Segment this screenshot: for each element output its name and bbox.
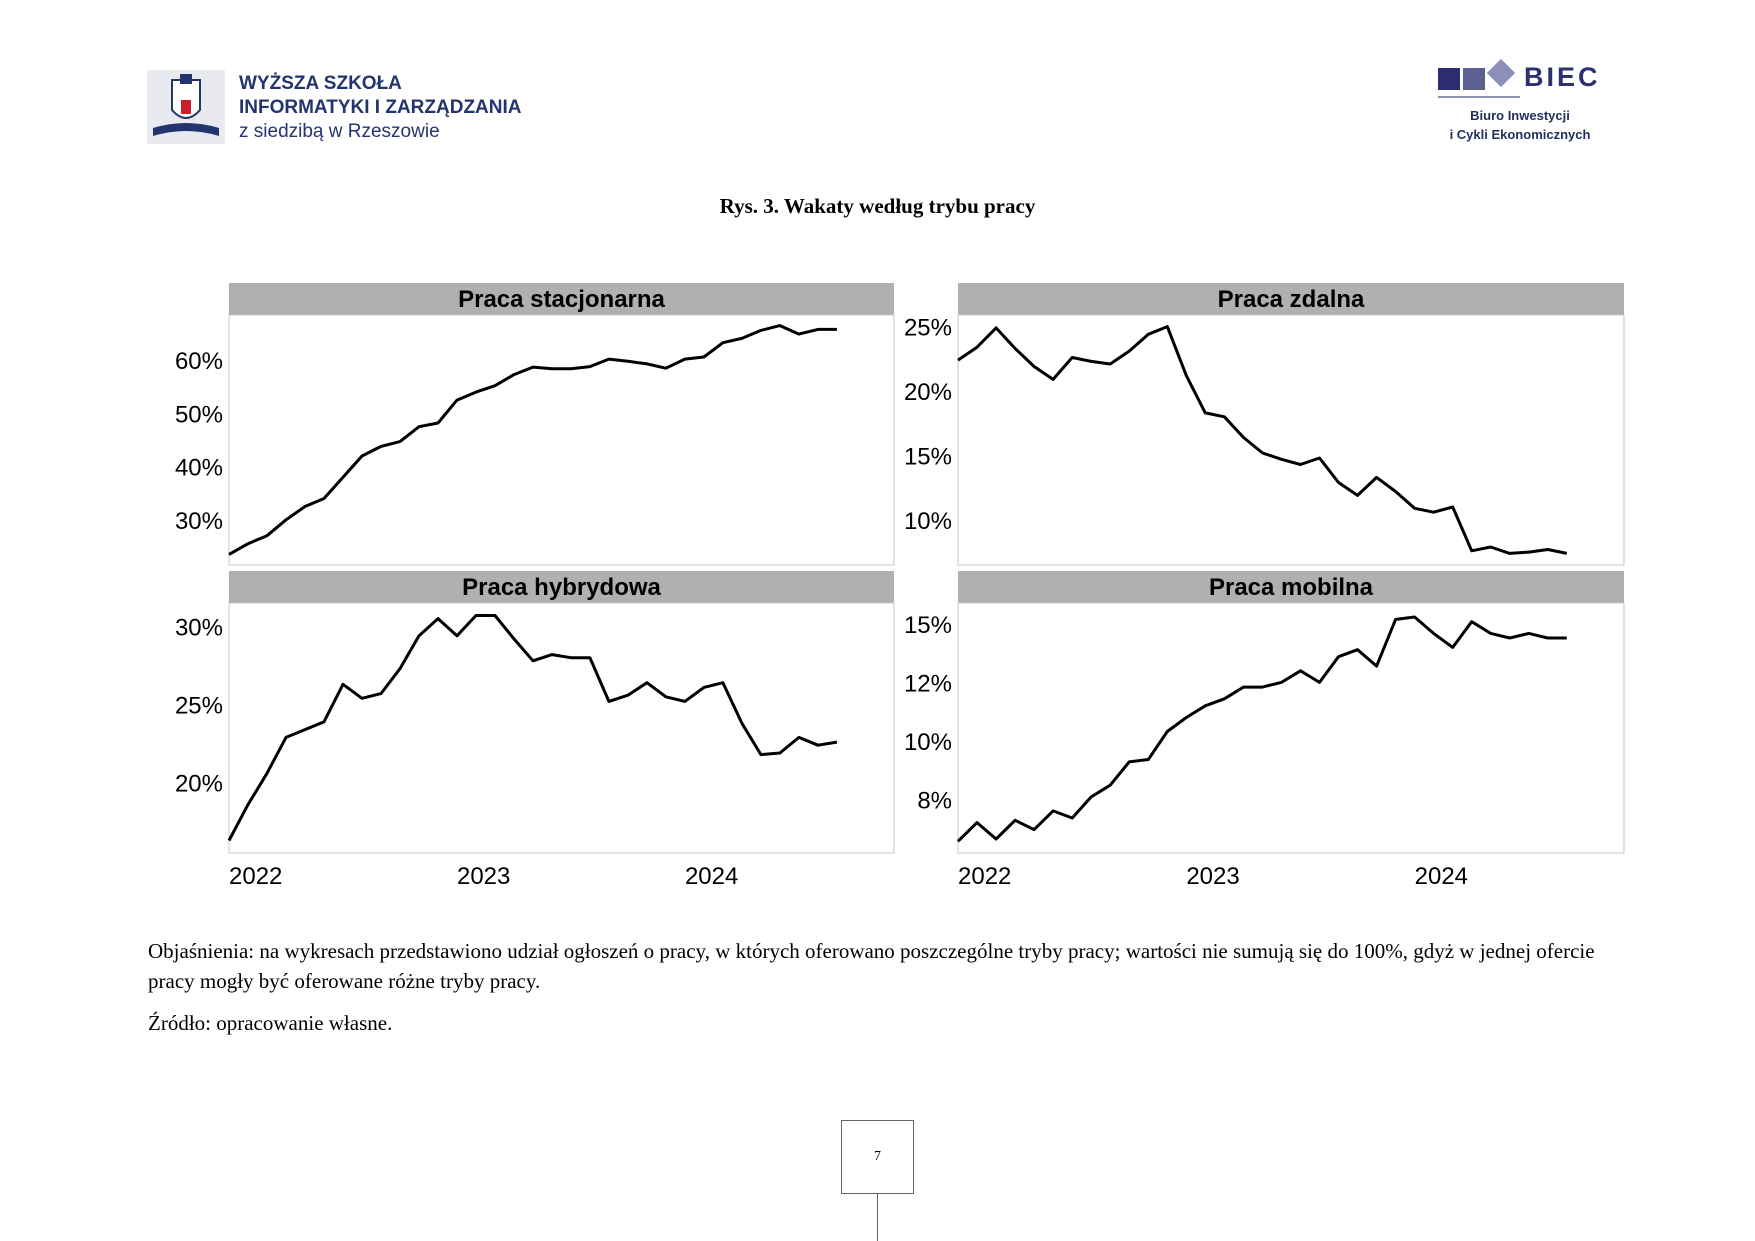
source-note: Źródło: opracowanie własne. bbox=[148, 1011, 393, 1035]
series-line-praca-hybrydowa bbox=[227, 614, 838, 842]
series-line-praca-stacjonarna bbox=[228, 324, 837, 556]
panel-praca-mobilna: Praca mobilna 8% 10% 12% 15% 2022 2023 2024 bbox=[904, 571, 1625, 890]
plot-frame-praca-mobilna bbox=[957, 602, 1625, 854]
y-tick-label: 30% bbox=[175, 614, 223, 641]
panel-title-praca-zdalna: Praca zdalna bbox=[1218, 286, 1365, 313]
panel-header-praca-stacjonarna bbox=[229, 283, 894, 315]
y-tick-label: 60% bbox=[175, 348, 223, 375]
biec-logo: BIEC Biuro Inwestycji i Cykli Ekonomiczn… bbox=[1420, 58, 1620, 148]
page-number-line bbox=[877, 1193, 878, 1241]
y-tick-label: 15% bbox=[904, 443, 952, 470]
x-tick-label: 2023 bbox=[1186, 863, 1239, 890]
y-tick-label: 8% bbox=[917, 787, 952, 814]
y-tick-label: 15% bbox=[904, 612, 952, 639]
panel-header-praca-mobilna bbox=[958, 571, 1624, 603]
series-line-praca-zdalna bbox=[957, 325, 1568, 555]
plot-frame-praca-zdalna bbox=[957, 314, 1625, 566]
plot-frame-praca-stacjonarna bbox=[228, 314, 895, 566]
panel-title-praca-hybrydowa: Praca hybrydowa bbox=[462, 574, 661, 601]
y-tick-label: 20% bbox=[904, 379, 952, 406]
plot-frame-praca-hybrydowa bbox=[228, 602, 895, 854]
university-logo: WYŻSZA SZKOŁA INFORMATYKI I ZARZĄDZANIA … bbox=[147, 70, 537, 144]
explanation-note: Objaśnienia: na wykresach przedstawiono … bbox=[148, 939, 1595, 993]
series-line-praca-mobilna bbox=[956, 615, 1567, 843]
biec-squares-icon bbox=[1438, 58, 1520, 98]
panel-praca-zdalna: Praca zdalna 10% 15% 20% 25% bbox=[904, 283, 1625, 566]
y-tick-label: 10% bbox=[904, 729, 952, 756]
y-tick-label: 10% bbox=[904, 508, 952, 535]
page-number: 7 bbox=[841, 1120, 914, 1194]
y-tick-label: 40% bbox=[175, 455, 223, 482]
y-tick-label: 20% bbox=[175, 771, 223, 798]
biec-sub-1: Biuro Inwestycji bbox=[1470, 108, 1570, 123]
biec-name: BIEC bbox=[1524, 62, 1601, 92]
x-tick-label: 2022 bbox=[229, 863, 282, 890]
panel-praca-hybrydowa: Praca hybrydowa 20% 25% 30% 2022 2023 2024 bbox=[175, 571, 895, 890]
x-tick-label: 2023 bbox=[457, 863, 510, 890]
panel-title-praca-mobilna: Praca mobilna bbox=[1209, 574, 1374, 601]
panel-title-praca-stacjonarna: Praca stacjonarna bbox=[458, 286, 665, 313]
panel-praca-stacjonarna: Praca stacjonarna 30% 40% 50% 60% bbox=[175, 283, 895, 566]
y-tick-label: 12% bbox=[904, 670, 952, 697]
university-crest-icon bbox=[147, 70, 225, 144]
logo-line-3: z siedzibą w Rzeszowie bbox=[239, 121, 440, 142]
y-tick-label: 50% bbox=[175, 401, 223, 428]
x-tick-label: 2024 bbox=[685, 863, 738, 890]
figure-title: Rys. 3. Wakaty według trybu pracy bbox=[719, 194, 1036, 218]
x-tick-label: 2024 bbox=[1415, 863, 1468, 890]
y-tick-label: 30% bbox=[175, 508, 223, 535]
logo-line-2: INFORMATYKI I ZARZĄDZANIA bbox=[239, 97, 522, 118]
panel-header-praca-zdalna bbox=[958, 283, 1624, 315]
logo-line-1: WYŻSZA SZKOŁA bbox=[239, 73, 402, 94]
x-tick-label: 2022 bbox=[958, 863, 1011, 890]
y-tick-label: 25% bbox=[175, 693, 223, 720]
panel-header-praca-hybrydowa bbox=[229, 571, 894, 603]
y-tick-label: 25% bbox=[904, 315, 952, 342]
biec-sub-2: i Cykli Ekonomicznych bbox=[1449, 127, 1591, 142]
